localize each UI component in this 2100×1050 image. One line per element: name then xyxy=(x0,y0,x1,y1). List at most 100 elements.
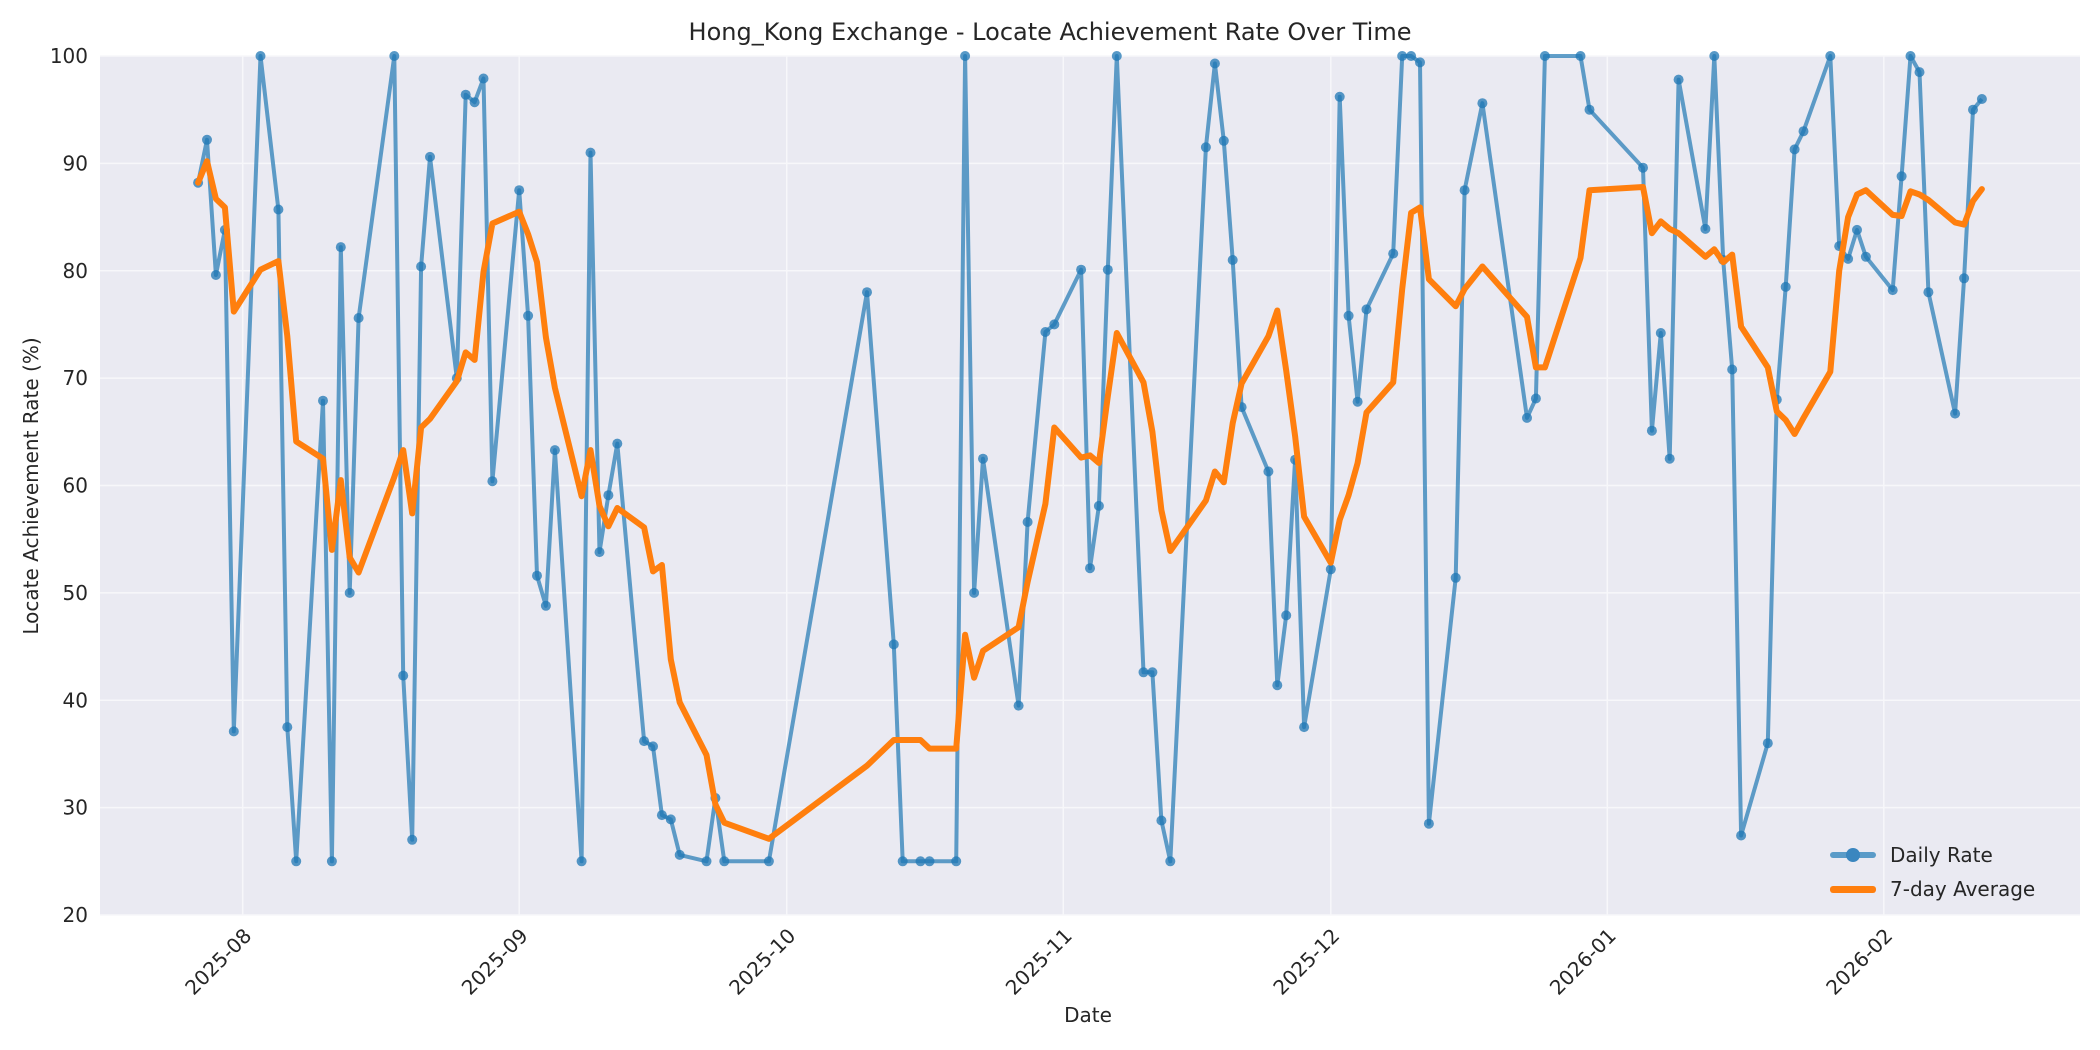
x-tick-label: 2025-09 xyxy=(457,924,533,1000)
daily-rate-point xyxy=(1655,328,1666,338)
daily-rate-point xyxy=(1522,412,1532,423)
daily-rate-point xyxy=(389,51,400,61)
daily-rate-point xyxy=(1085,563,1095,574)
daily-rate-point xyxy=(1646,425,1657,436)
daily-rate-point xyxy=(228,726,239,737)
daily-rate-point xyxy=(344,587,355,598)
daily-rate-point xyxy=(273,204,284,215)
daily-rate-point xyxy=(532,570,542,581)
y-tick-label: 90 xyxy=(63,151,88,175)
daily-rate-point xyxy=(487,476,498,487)
daily-rate-point xyxy=(978,453,988,464)
x-tick-label: 2025-12 xyxy=(1268,924,1344,1000)
grid-lines xyxy=(100,55,2080,916)
chart-title: Hong_Kong Exchange - Locate Achievement … xyxy=(688,18,1412,46)
daily-rate-point xyxy=(763,856,774,867)
x-tick-label: 2025-11 xyxy=(1001,924,1077,1000)
daily-rate-point xyxy=(585,147,596,158)
daily-rate-point xyxy=(656,810,667,821)
y-axis-ticks: 20 30 40 50 60 70 80 90 100 xyxy=(50,44,88,927)
daily-rate-point xyxy=(1334,91,1345,102)
daily-rate-point xyxy=(1200,142,1211,153)
y-axis-label: Locate Achievement Rate (%) xyxy=(19,337,43,634)
seven-day-average-series xyxy=(195,158,1985,842)
daily-rate-point xyxy=(1914,67,1925,78)
y-tick-label: 50 xyxy=(63,581,88,605)
daily-rate-point xyxy=(353,313,364,323)
y-tick-label: 100 xyxy=(50,44,88,68)
daily-rate-point xyxy=(202,134,212,145)
seven-day-average-line-icon xyxy=(1830,885,1876,893)
daily-rate-point xyxy=(1887,285,1898,296)
daily-rate-point xyxy=(540,600,551,611)
daily-rate-point xyxy=(862,287,872,298)
daily-rate-point xyxy=(1218,135,1229,146)
daily-rate-point xyxy=(1976,94,1987,104)
daily-rate-point xyxy=(1361,304,1372,315)
daily-rate-point xyxy=(460,89,471,100)
daily-rate-point xyxy=(951,856,962,867)
daily-rate-point xyxy=(1968,104,1978,115)
daily-rate-point xyxy=(1584,104,1595,115)
daily-rate-point xyxy=(1147,667,1158,678)
daily-rate-point xyxy=(924,856,935,867)
daily-rate-point xyxy=(719,856,730,867)
daily-rate-point xyxy=(1780,281,1791,292)
daily-rate-point xyxy=(282,722,293,733)
daily-rate-point xyxy=(1406,51,1417,61)
daily-rate-point xyxy=(576,856,587,867)
daily-rate-point xyxy=(1325,564,1336,575)
daily-rate-point xyxy=(1905,51,1916,61)
daily-rate-point xyxy=(1450,572,1461,583)
y-tick-label: 20 xyxy=(63,903,88,927)
y-tick-label: 70 xyxy=(63,366,88,390)
daily-rate-point xyxy=(1102,264,1113,275)
daily-rate-point xyxy=(1013,700,1024,711)
daily-rate-point xyxy=(1397,51,1408,61)
x-tick-label: 2026-01 xyxy=(1545,924,1621,1000)
daily-rate-point xyxy=(1415,57,1425,68)
daily-rate-point xyxy=(514,185,525,196)
daily-rate-point xyxy=(1673,74,1684,85)
daily-rate-point xyxy=(335,242,346,253)
daily-rate-point xyxy=(478,73,489,84)
daily-rate-point xyxy=(603,490,614,501)
y-tick-label: 60 xyxy=(63,474,88,498)
legend-item-seven-day-average: 7-day Average xyxy=(1830,874,2080,904)
daily-rate-point xyxy=(1896,171,1907,182)
daily-rate-point xyxy=(701,856,712,867)
daily-rate-point xyxy=(1843,253,1854,264)
daily-rate-point xyxy=(1700,223,1711,234)
daily-rate-point xyxy=(1022,517,1033,527)
daily-rate-line-marker-icon xyxy=(1830,848,1876,862)
daily-rate-point xyxy=(960,51,971,61)
legend-item-daily-rate: Daily Rate xyxy=(1830,840,2080,870)
daily-rate-point xyxy=(1459,185,1470,196)
daily-rate-point xyxy=(1798,126,1809,137)
daily-rate-point xyxy=(1923,287,1934,298)
daily-rate-point xyxy=(1539,51,1550,61)
daily-rate-point xyxy=(1272,680,1283,691)
daily-rate-point xyxy=(1138,667,1149,678)
daily-rate-point xyxy=(549,445,560,456)
legend: Daily Rate 7-day Average xyxy=(1820,836,2080,916)
daily-rate-point xyxy=(1388,248,1399,259)
daily-rate-point xyxy=(1156,815,1167,826)
daily-rate-point xyxy=(1825,51,1836,61)
daily-rate-point xyxy=(1727,364,1738,375)
daily-rate-point xyxy=(318,395,328,406)
daily-rate-point xyxy=(665,814,676,825)
daily-rate-point xyxy=(1281,610,1292,621)
daily-rate-point xyxy=(1664,453,1675,464)
daily-rate-point xyxy=(425,151,435,162)
daily-rate-point xyxy=(1860,251,1871,262)
daily-rate-point xyxy=(1959,273,1970,284)
daily-rate-point xyxy=(1049,319,1060,330)
daily-rate-point xyxy=(1575,51,1586,61)
daily-rate-point xyxy=(1343,310,1354,321)
x-tick-label: 2025-08 xyxy=(180,924,256,1000)
daily-rate-point xyxy=(674,849,685,860)
daily-rate-point xyxy=(1263,466,1274,477)
daily-rate-point xyxy=(888,639,899,650)
daily-rate-point xyxy=(523,310,534,321)
